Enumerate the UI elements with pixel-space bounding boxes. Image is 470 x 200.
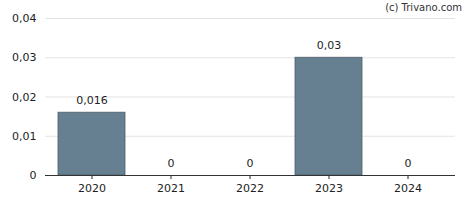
svg-text:0,01: 0,01 bbox=[12, 130, 37, 143]
svg-text:0: 0 bbox=[405, 157, 412, 170]
svg-text:0,016: 0,016 bbox=[76, 94, 108, 107]
svg-text:2024: 2024 bbox=[394, 182, 422, 195]
html-text:(c) Trivano.com: (c) Trivano.com bbox=[385, 2, 462, 13]
svg-text:0,03: 0,03 bbox=[317, 39, 342, 52]
svg-text:0: 0 bbox=[247, 157, 254, 170]
svg-text:2020: 2020 bbox=[78, 182, 106, 195]
svg-text:0,02: 0,02 bbox=[12, 91, 37, 104]
svg-text:0: 0 bbox=[168, 157, 175, 170]
svg-text:2022: 2022 bbox=[236, 182, 264, 195]
svg-text:0: 0 bbox=[30, 169, 37, 182]
svg-text:2023: 2023 bbox=[315, 182, 343, 195]
svg-text:0,03: 0,03 bbox=[12, 51, 37, 64]
svg-text:0,04: 0,04 bbox=[12, 12, 37, 25]
svg-text:2021: 2021 bbox=[157, 182, 185, 195]
